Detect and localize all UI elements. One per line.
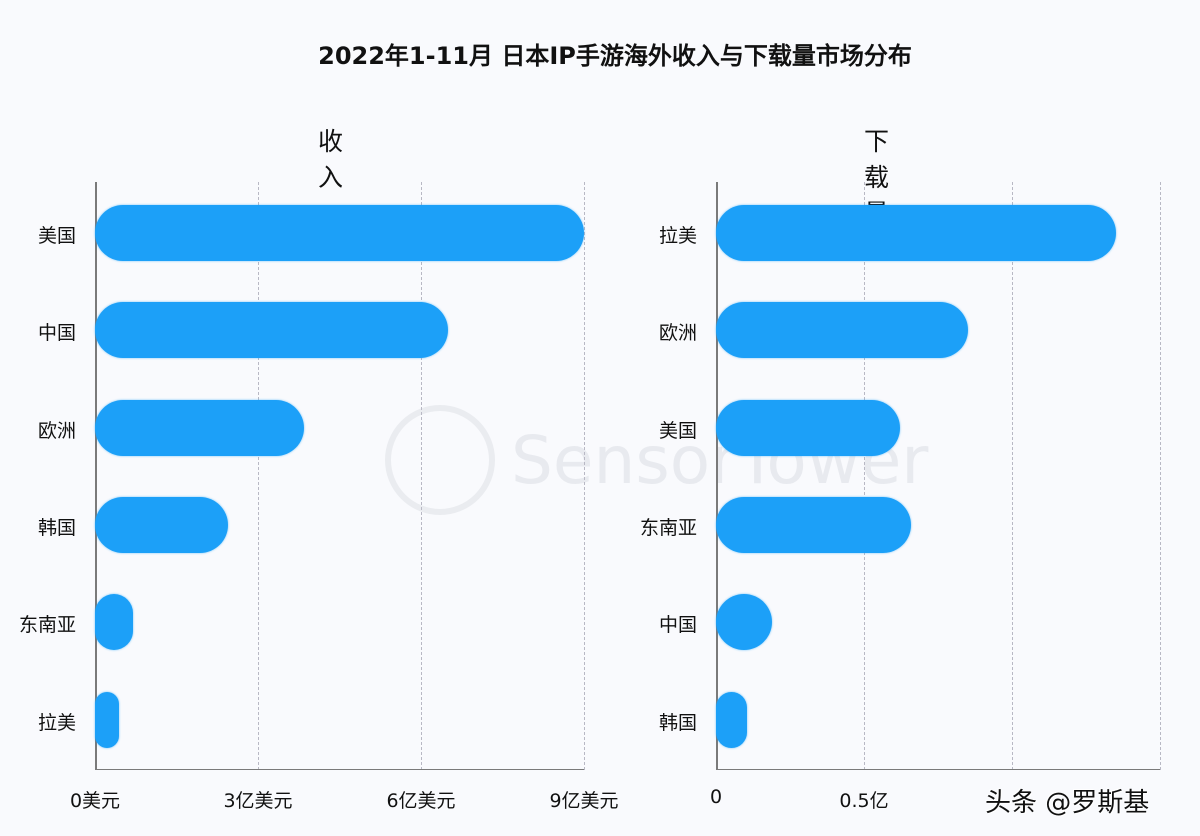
x-tick-label: 9亿美元 bbox=[549, 790, 619, 812]
bar-0[interactable] bbox=[95, 205, 584, 261]
x-axis-line bbox=[95, 769, 584, 770]
x-tick-label: 6亿美元 bbox=[386, 790, 456, 812]
x-tick-label: 0.5亿 bbox=[839, 790, 889, 812]
gridline bbox=[1012, 182, 1013, 770]
gridline bbox=[421, 182, 422, 770]
category-label: 欧洲 bbox=[37, 419, 76, 442]
chart-subtitle: 收入 bbox=[318, 127, 344, 192]
bar-2[interactable] bbox=[95, 399, 305, 456]
category-label: 拉美 bbox=[37, 711, 76, 734]
bar-3[interactable] bbox=[95, 496, 229, 553]
category-label: 美国 bbox=[37, 225, 76, 247]
bar-2[interactable] bbox=[716, 399, 900, 456]
bar-4[interactable] bbox=[716, 594, 773, 651]
bar-5[interactable] bbox=[95, 691, 120, 748]
category-label: 中国 bbox=[37, 322, 76, 345]
category-label: 东南亚 bbox=[18, 614, 76, 637]
x-axis-line bbox=[716, 769, 1160, 770]
gridline bbox=[584, 182, 585, 770]
bar-1[interactable] bbox=[95, 302, 449, 359]
bar-3[interactable] bbox=[716, 496, 912, 553]
bar-0[interactable] bbox=[716, 205, 1116, 261]
watermark-logo-icon bbox=[385, 405, 495, 515]
x-tick-label: 3亿美元 bbox=[223, 790, 293, 812]
gridline bbox=[1160, 182, 1161, 770]
y-axis-line bbox=[716, 182, 718, 770]
category-label: 韩国 bbox=[37, 516, 76, 539]
gridline bbox=[258, 182, 259, 770]
category-label: 拉美 bbox=[658, 225, 697, 247]
category-label: 东南亚 bbox=[639, 516, 697, 539]
bar-1[interactable] bbox=[716, 302, 968, 359]
bar-4[interactable] bbox=[95, 594, 134, 651]
x-tick-label: 0美元 bbox=[69, 790, 121, 812]
source-credit: 头条 @罗斯基 bbox=[985, 788, 1150, 818]
y-axis-line bbox=[95, 182, 97, 770]
category-label: 中国 bbox=[658, 614, 697, 637]
x-tick-label: 0 bbox=[709, 786, 723, 808]
category-label: 韩国 bbox=[658, 711, 697, 734]
gridline bbox=[864, 182, 865, 770]
category-label: 美国 bbox=[658, 419, 697, 442]
chart-title: 2022年1-11月 日本IP手游海外收入与下载量市场分布 bbox=[318, 42, 912, 70]
category-label: 欧洲 bbox=[658, 322, 697, 345]
bar-5[interactable] bbox=[716, 691, 748, 748]
